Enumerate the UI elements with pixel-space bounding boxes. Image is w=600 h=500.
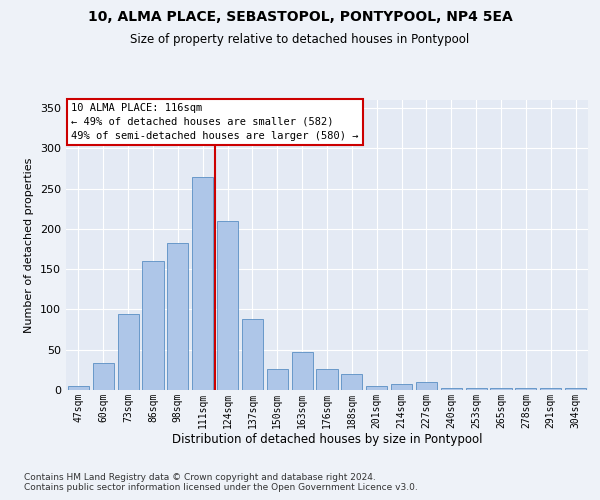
Bar: [490, 388, 512, 390]
Text: 10 ALMA PLACE: 116sqm
← 49% of detached houses are smaller (582)
49% of semi-det: 10 ALMA PLACE: 116sqm ← 49% of detached …: [71, 103, 359, 141]
Bar: [267, 369, 288, 390]
Bar: [217, 221, 238, 390]
Bar: [316, 369, 338, 390]
Bar: [341, 374, 362, 390]
Text: 10, ALMA PLACE, SEBASTOPOL, PONTYPOOL, NP4 5EA: 10, ALMA PLACE, SEBASTOPOL, PONTYPOOL, N…: [88, 10, 512, 24]
Text: Size of property relative to detached houses in Pontypool: Size of property relative to detached ho…: [130, 32, 470, 46]
Bar: [391, 384, 412, 390]
Text: Contains public sector information licensed under the Open Government Licence v3: Contains public sector information licen…: [24, 484, 418, 492]
Bar: [515, 388, 536, 390]
Bar: [366, 386, 387, 390]
Bar: [118, 314, 139, 390]
Text: Contains HM Land Registry data © Crown copyright and database right 2024.: Contains HM Land Registry data © Crown c…: [24, 472, 376, 482]
Bar: [292, 352, 313, 390]
Bar: [441, 388, 462, 390]
Text: Distribution of detached houses by size in Pontypool: Distribution of detached houses by size …: [172, 432, 482, 446]
Bar: [242, 319, 263, 390]
Bar: [416, 382, 437, 390]
Bar: [167, 242, 188, 390]
Bar: [565, 388, 586, 390]
Bar: [68, 386, 89, 390]
Bar: [540, 388, 561, 390]
Bar: [142, 261, 164, 390]
Bar: [466, 388, 487, 390]
Bar: [93, 364, 114, 390]
Y-axis label: Number of detached properties: Number of detached properties: [25, 158, 34, 332]
Bar: [192, 176, 213, 390]
